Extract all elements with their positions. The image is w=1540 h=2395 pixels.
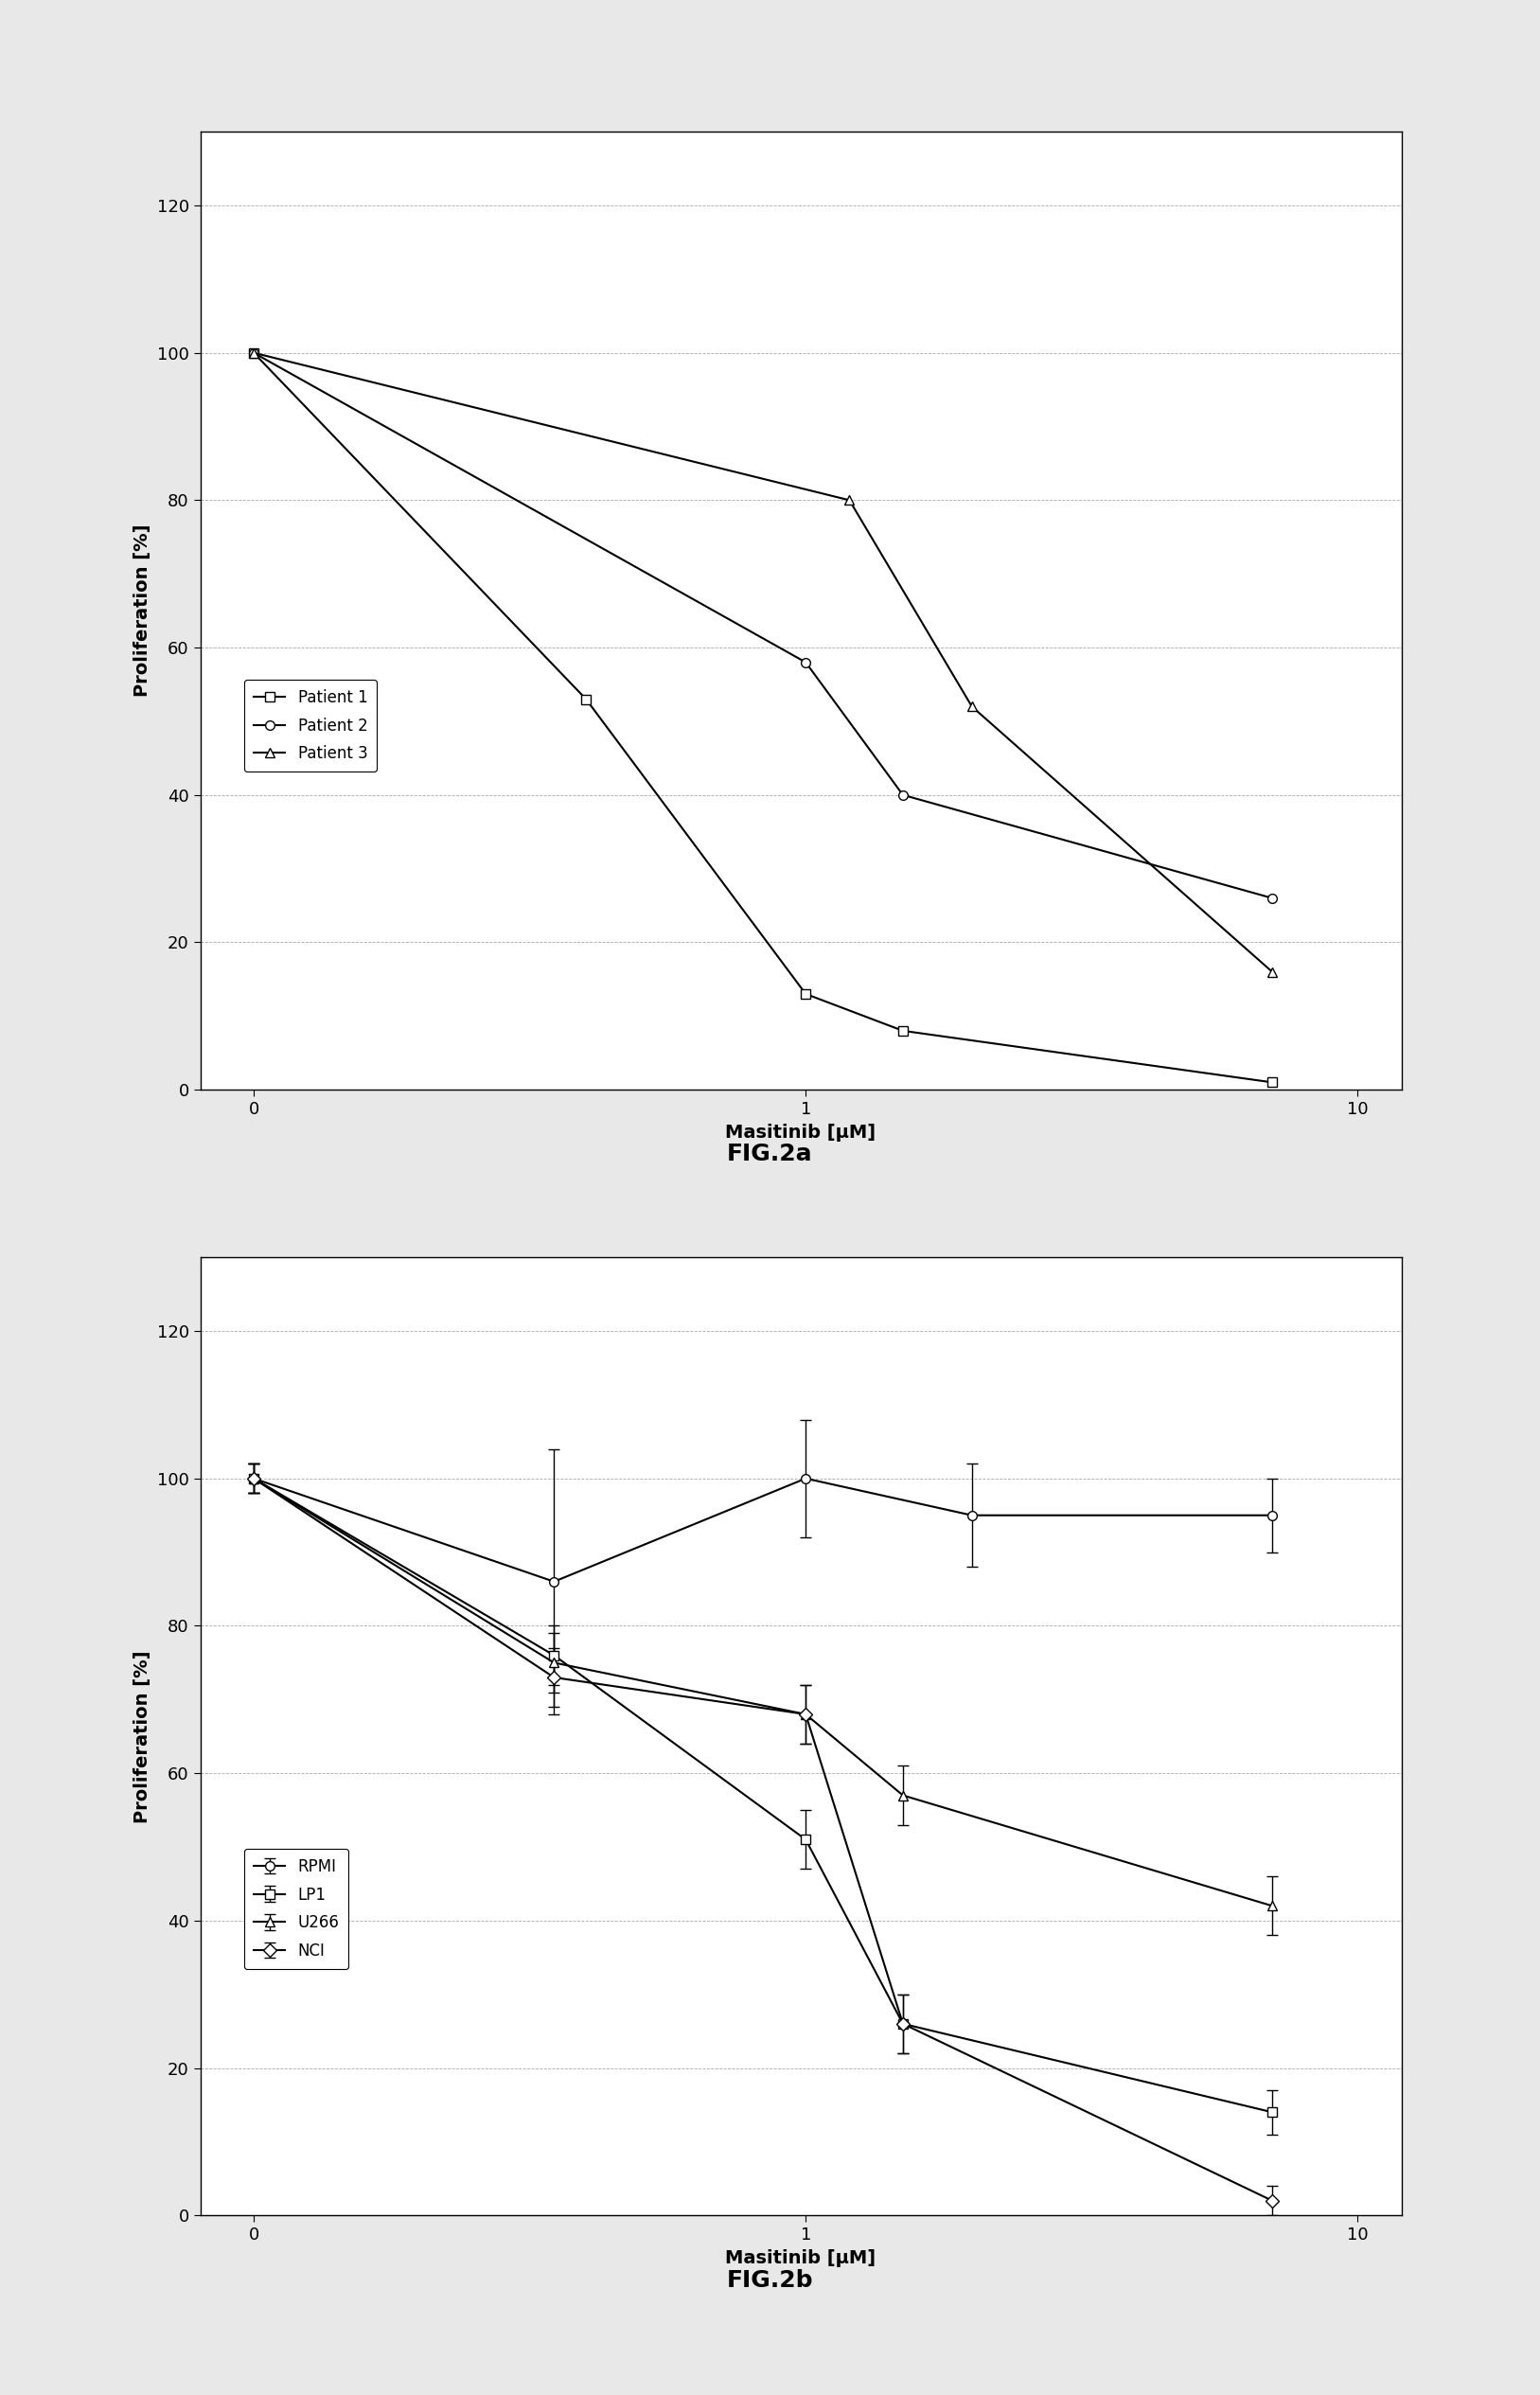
X-axis label: Masitinib [μM]: Masitinib [μM] xyxy=(725,2249,876,2266)
Patient 1 xyxy=(578,685,596,714)
Patient 2 xyxy=(1263,884,1281,912)
Text: FIG.2a: FIG.2a xyxy=(727,1142,813,1166)
Patient 3 xyxy=(841,486,859,515)
Y-axis label: Proliferation [%]: Proliferation [%] xyxy=(134,525,151,697)
Patient 1 xyxy=(893,1015,912,1044)
Patient 3 xyxy=(1263,958,1281,987)
Patient 1 xyxy=(796,980,815,1008)
Line: Patient 3: Patient 3 xyxy=(249,347,1277,977)
Y-axis label: Proliferation [%]: Proliferation [%] xyxy=(134,1650,151,1823)
X-axis label: Masitinib [μM]: Masitinib [μM] xyxy=(725,1123,876,1140)
Patient 2 xyxy=(245,338,263,366)
Line: Patient 2: Patient 2 xyxy=(249,347,1277,903)
Line: Patient 1: Patient 1 xyxy=(249,347,1277,1087)
Legend: RPMI, LP1, U266, NCI: RPMI, LP1, U266, NCI xyxy=(245,1849,348,1969)
Text: FIG.2b: FIG.2b xyxy=(727,2268,813,2292)
Legend: Patient 1, Patient 2, Patient 3: Patient 1, Patient 2, Patient 3 xyxy=(245,680,377,771)
Patient 1 xyxy=(1263,1068,1281,1097)
Patient 2 xyxy=(796,649,815,678)
Patient 3 xyxy=(245,338,263,366)
Patient 1 xyxy=(245,338,263,366)
Patient 2 xyxy=(893,781,912,810)
Patient 3 xyxy=(962,692,981,721)
